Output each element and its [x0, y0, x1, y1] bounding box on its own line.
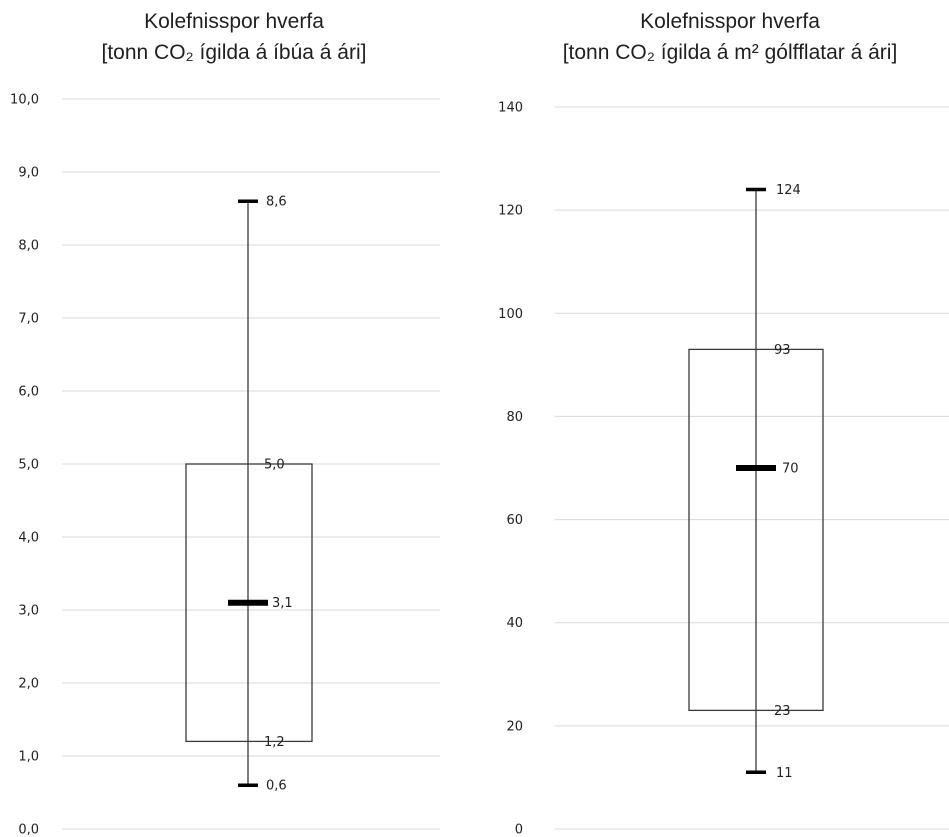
right-q3-label: 93 [774, 343, 791, 358]
right-q1-label: 23 [774, 704, 791, 719]
left-y-tick-label: 5,0 [18, 458, 39, 473]
left-y-tick-label: 9,0 [18, 166, 39, 181]
right-y-tick-label: 120 [498, 204, 523, 219]
left-chart-title: Kolefnisspor hverfa [tonn CO₂ ígilda á í… [24, 6, 444, 68]
right-chart-title: Kolefnisspor hverfa [tonn CO₂ ígilda á m… [490, 6, 949, 68]
left-chart-title-line1: Kolefnisspor hverfa [144, 10, 324, 33]
right-min-label: 11 [776, 766, 793, 781]
left-y-tick-label: 4,0 [18, 531, 39, 546]
left-min-label: 0,6 [266, 779, 287, 794]
right-y-tick-label: 60 [506, 513, 523, 528]
left-median-label: 3,1 [272, 596, 293, 611]
left-box [185, 463, 313, 743]
left-y-tick-label: 2,0 [18, 677, 39, 692]
left-q1-label: 1,2 [264, 735, 285, 750]
left-chart-title-line2: [tonn CO₂ ígilda á íbúa á ári] [101, 41, 367, 64]
right-y-tick-label: 20 [506, 719, 523, 734]
left-y-tick-label: 7,0 [18, 312, 39, 327]
left-y-tick-label: 6,0 [18, 385, 39, 400]
right-y-tick-label: 140 [498, 101, 523, 116]
right-max-label: 124 [776, 183, 801, 198]
right-y-tick-label: 100 [498, 307, 523, 322]
left-y-tick-label: 1,0 [18, 750, 39, 765]
right-y-tick-label: 0 [515, 823, 523, 837]
left-y-tick-label: 3,0 [18, 604, 39, 619]
right-chart-title-line2: [tonn CO₂ ígilda á m² gólfflatar á ári] [562, 41, 898, 64]
left-y-tick-label: 8,0 [18, 239, 39, 254]
left-y-tick-label: 0,0 [18, 823, 39, 837]
right-chart-title-line1: Kolefnisspor hverfa [640, 10, 820, 33]
right-median-label: 70 [782, 462, 799, 477]
right-y-tick-label: 80 [506, 410, 523, 425]
left-max-label: 8,6 [266, 195, 287, 210]
left-y-tick-label: 10,0 [10, 93, 39, 108]
right-y-tick-label: 40 [506, 616, 523, 631]
left-q3-label: 5,0 [264, 458, 285, 473]
